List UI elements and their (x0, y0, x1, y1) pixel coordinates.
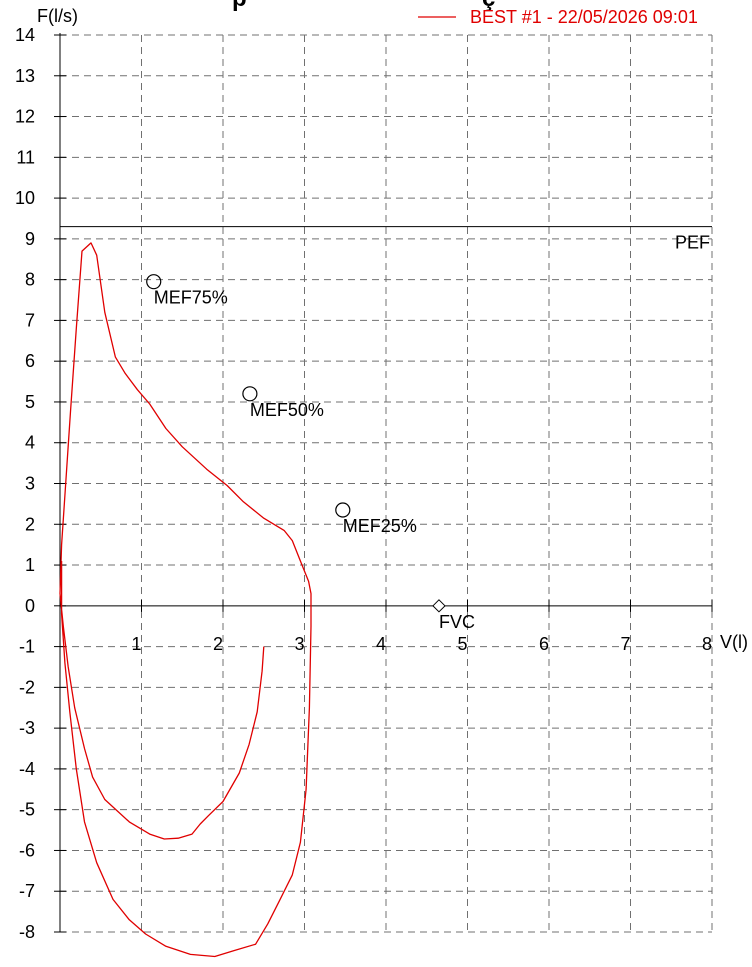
y-tick-label: 5 (25, 392, 35, 412)
x-tick-label: 7 (620, 634, 630, 654)
y-tick-label: 13 (15, 66, 35, 86)
marker-circle (335, 502, 351, 518)
chart-title-fragment: p (232, 0, 247, 12)
marker-circle (146, 274, 162, 290)
y-tick-label: 2 (25, 514, 35, 534)
grid-lines (60, 34, 713, 933)
y-tick-label: -3 (19, 718, 35, 738)
y-tick-label: -5 (19, 800, 35, 820)
x-tick-label: 5 (457, 634, 467, 654)
marker-label: MEF25% (343, 516, 417, 536)
x-tick-label: 6 (539, 634, 549, 654)
y-tick-label: 7 (25, 310, 35, 330)
chart-title-fragment-2: ç (482, 0, 495, 12)
x-tick-label: 1 (131, 634, 141, 654)
reference-line-label: PEF (675, 233, 710, 253)
y-tick-label: 0 (25, 596, 35, 616)
y-tick-label: 10 (15, 188, 35, 208)
y-tick-label: 12 (15, 107, 35, 127)
y-tick-label: 8 (25, 270, 35, 290)
marker-label: FVC (439, 612, 475, 632)
marker-diamond (432, 599, 446, 613)
y-tick-label: 9 (25, 229, 35, 249)
y-tick-label: 14 (15, 25, 35, 45)
y-tick-label: -4 (19, 759, 35, 779)
y-tick-label: 4 (25, 433, 35, 453)
series-lines (59, 242, 312, 958)
y-tick-label: -8 (19, 922, 35, 942)
y-tick-label: 11 (16, 147, 35, 167)
x-tick-label: 2 (213, 634, 223, 654)
marker-label: MEF50% (250, 400, 324, 420)
legend: BEST #1 - 22/05/2026 09:01 (418, 7, 698, 27)
x-axis-title: V(l) (720, 632, 748, 652)
x-tick-label: 4 (376, 634, 386, 654)
y-tick-label: -2 (19, 677, 35, 697)
y-tick-label: -6 (19, 840, 35, 860)
legend-label: BEST #1 - 22/05/2026 09:01 (470, 7, 698, 27)
marker-circle (242, 386, 258, 402)
y-tick-label: 3 (25, 474, 35, 494)
y-tick-label: 6 (25, 351, 35, 371)
x-tick-label: 8 (702, 634, 712, 654)
y-axis-title: F(l/s) (37, 6, 78, 26)
markers: MEF75% MEF50% MEF25% FVC (146, 274, 475, 632)
y-tick-label: -1 (19, 637, 35, 657)
series-line (59, 242, 312, 958)
tick-labels: 1 2 3 4 5 6 7 8-8-7-6-5-4-3-2-10123456789101112… (15, 25, 712, 942)
y-tick-label: -7 (19, 881, 35, 901)
y-tick-label: 1 (25, 555, 35, 575)
x-tick-label: 3 (294, 634, 304, 654)
reference-lines: PEF (60, 226, 712, 253)
marker-label: MEF75% (154, 288, 228, 308)
